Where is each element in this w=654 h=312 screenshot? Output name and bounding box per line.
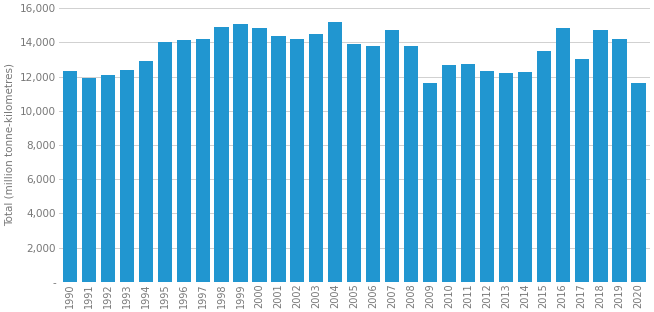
Bar [612, 39, 627, 282]
Bar [442, 66, 456, 282]
Bar [518, 72, 532, 282]
Bar [177, 40, 191, 282]
Bar [82, 78, 96, 282]
Bar [593, 30, 608, 282]
Bar [215, 27, 229, 282]
Bar [574, 59, 589, 282]
Bar [252, 28, 267, 282]
Bar [120, 70, 134, 282]
Bar [347, 44, 362, 282]
Bar [423, 83, 437, 282]
Y-axis label: Total (million tonne-kilometres): Total (million tonne-kilometres) [4, 63, 14, 227]
Bar [385, 30, 399, 282]
Bar [158, 42, 172, 282]
Bar [271, 36, 286, 282]
Bar [366, 46, 380, 282]
Bar [139, 61, 153, 282]
Bar [233, 24, 248, 282]
Bar [404, 46, 418, 282]
Bar [480, 71, 494, 282]
Bar [63, 71, 77, 282]
Bar [537, 51, 551, 282]
Bar [499, 73, 513, 282]
Bar [101, 75, 115, 282]
Bar [555, 28, 570, 282]
Bar [290, 39, 305, 282]
Bar [461, 64, 475, 282]
Bar [196, 39, 210, 282]
Bar [309, 34, 324, 282]
Bar [631, 83, 645, 282]
Bar [328, 22, 343, 282]
